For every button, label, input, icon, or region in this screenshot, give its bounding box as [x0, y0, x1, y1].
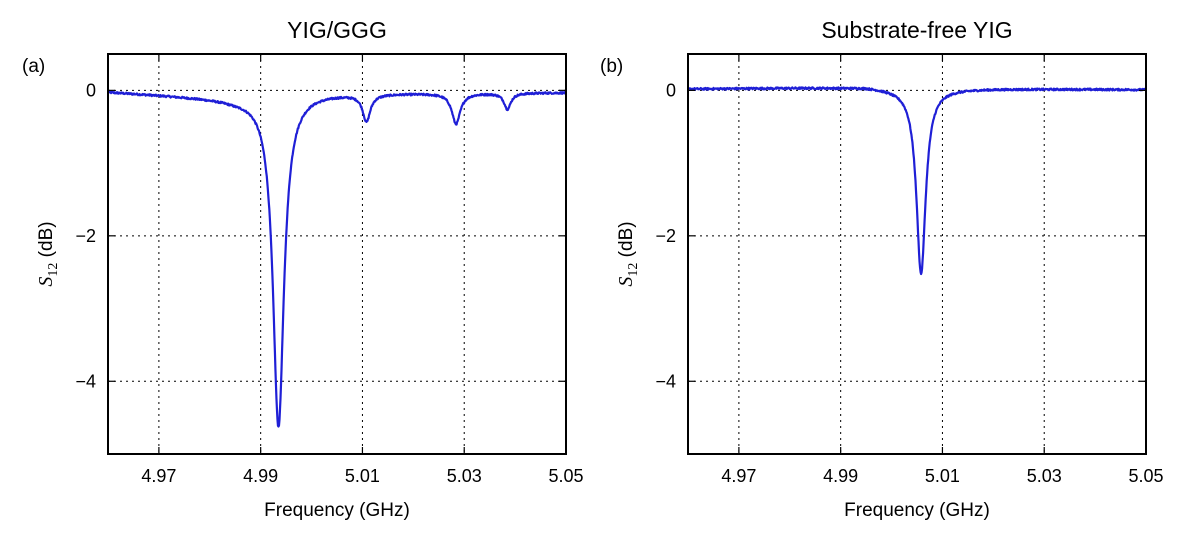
x-tick-label: 5.01: [345, 466, 380, 486]
x-tick-label: 5.05: [548, 466, 583, 486]
data-series-line: [687, 86, 1147, 276]
y-tick-label: −2: [655, 226, 676, 246]
y-tick-label: 0: [666, 80, 676, 100]
chart-title: Substrate-free YIG: [821, 17, 1012, 43]
x-tick-label: 4.97: [141, 466, 176, 486]
x-tick-label: 5.01: [925, 466, 960, 486]
panel-a: 4.97 4.99 5.01 5.03 5.05 0 −2 −4 YIG/GGG (a) Frequ…: [22, 17, 584, 521]
x-axis-label: Frequency (GHz): [264, 500, 410, 521]
x-tick-label: 4.99: [243, 466, 278, 486]
panel-label: (a): [22, 56, 45, 77]
y-axis-label: S12 (dB): [615, 221, 641, 286]
y-tick-label: −4: [75, 371, 96, 391]
x-tick-label: 5.05: [1128, 466, 1163, 486]
y-tick-label: −2: [75, 226, 96, 246]
data-series-line: [107, 90, 567, 428]
x-tick-label: 5.03: [1027, 466, 1062, 486]
panel-label: (b): [600, 56, 623, 77]
x-tick-label: 4.99: [823, 466, 858, 486]
x-tick-label: 5.03: [447, 466, 482, 486]
panel-b: 4.97 4.99 5.01 5.03 5.05 0 −2 −4 Substrate-free …: [600, 17, 1164, 521]
x-axis-label: Frequency (GHz): [844, 500, 990, 521]
x-tick-label: 4.97: [721, 466, 756, 486]
chart-title: YIG/GGG: [287, 17, 387, 43]
y-axis-label: S12 (dB): [35, 221, 61, 286]
y-tick-label: 0: [86, 80, 96, 100]
plot-frame: [107, 53, 567, 455]
y-tick-label: −4: [655, 371, 676, 391]
plot-frame: [687, 53, 1147, 455]
